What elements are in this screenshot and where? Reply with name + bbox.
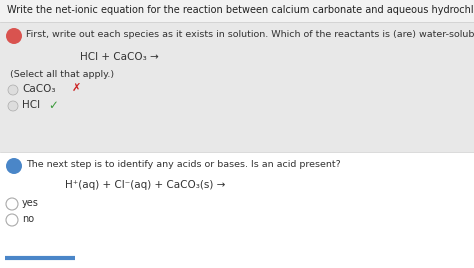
FancyBboxPatch shape (0, 152, 474, 268)
Circle shape (6, 28, 22, 44)
FancyBboxPatch shape (0, 0, 474, 22)
Text: ✓: ✓ (48, 99, 58, 112)
Text: no: no (22, 214, 34, 224)
Text: Write the net-ionic equation for the reaction between calcium carbonate and aque: Write the net-ionic equation for the rea… (7, 5, 474, 15)
Text: b: b (11, 162, 17, 171)
Text: yes: yes (22, 198, 39, 208)
Circle shape (8, 85, 18, 95)
Text: CaCO₃: CaCO₃ (22, 84, 55, 94)
Text: HCl + CaCO₃ →: HCl + CaCO₃ → (80, 52, 159, 62)
Text: a: a (11, 32, 17, 41)
FancyBboxPatch shape (0, 22, 474, 152)
Text: First, write out each species as it exists in solution. Which of the reactants i: First, write out each species as it exis… (26, 30, 474, 39)
Text: The next step is to identify any acids or bases. Is an acid present?: The next step is to identify any acids o… (26, 160, 341, 169)
Text: ✓: ✓ (10, 86, 16, 91)
Text: ✓: ✓ (10, 102, 16, 107)
Circle shape (6, 198, 18, 210)
Circle shape (8, 101, 18, 111)
Circle shape (6, 214, 18, 226)
Text: (Select all that apply.): (Select all that apply.) (10, 70, 114, 79)
Text: H⁺(aq) + Cl⁻(aq) + CaCO₃(s) →: H⁺(aq) + Cl⁻(aq) + CaCO₃(s) → (65, 180, 225, 190)
Circle shape (6, 158, 22, 174)
Text: HCl: HCl (22, 100, 40, 110)
Text: ✗: ✗ (72, 83, 82, 93)
